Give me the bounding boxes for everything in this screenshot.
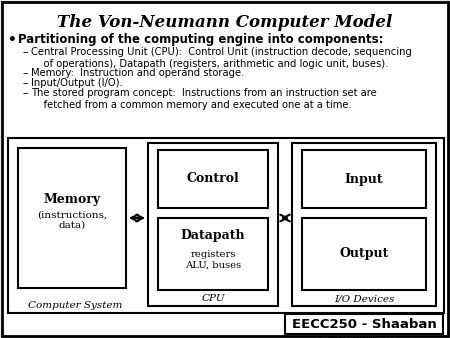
Bar — [158, 150, 268, 208]
Text: Partitioning of the computing engine into components:: Partitioning of the computing engine int… — [18, 33, 383, 46]
Bar — [18, 148, 126, 288]
Text: Datapath: Datapath — [181, 230, 245, 242]
Bar — [8, 138, 444, 313]
Text: CPU: CPU — [201, 294, 225, 303]
Bar — [158, 218, 268, 290]
Text: The stored program concept:  Instructions from an instruction set are
    fetche: The stored program concept: Instructions… — [31, 88, 377, 110]
Bar — [302, 218, 426, 290]
Text: (instructions,
data): (instructions, data) — [37, 210, 107, 230]
Text: –: – — [22, 88, 27, 98]
Bar — [148, 143, 278, 306]
Text: –: – — [22, 68, 27, 78]
Bar — [302, 150, 426, 208]
Text: Memory:  Instruction and operand storage.: Memory: Instruction and operand storage. — [31, 68, 244, 78]
Text: Central Processing Unit (CPU):  Control Unit (instruction decode, sequencing
   : Central Processing Unit (CPU): Control U… — [31, 47, 412, 69]
Text: Memory: Memory — [44, 193, 100, 207]
Text: #1  lec#22  Winter99  2-16-2000: #1 lec#22 Winter99 2-16-2000 — [318, 336, 410, 338]
Text: Input: Input — [345, 172, 383, 186]
Text: Input/Output (I/O).: Input/Output (I/O). — [31, 78, 123, 88]
Text: The Von-Neumann Computer Model: The Von-Neumann Computer Model — [57, 14, 393, 31]
Text: –: – — [22, 78, 27, 88]
Text: Computer System: Computer System — [28, 301, 122, 310]
Text: •: • — [8, 33, 17, 47]
Text: I/O Devices: I/O Devices — [334, 294, 394, 303]
Text: Output: Output — [339, 247, 389, 261]
Text: Control: Control — [187, 172, 239, 186]
Text: EECC250 - Shaaban: EECC250 - Shaaban — [292, 317, 436, 331]
Text: –: – — [22, 47, 27, 57]
Bar — [292, 143, 436, 306]
Text: registers
ALU, buses: registers ALU, buses — [185, 250, 241, 270]
Bar — [285, 314, 443, 334]
